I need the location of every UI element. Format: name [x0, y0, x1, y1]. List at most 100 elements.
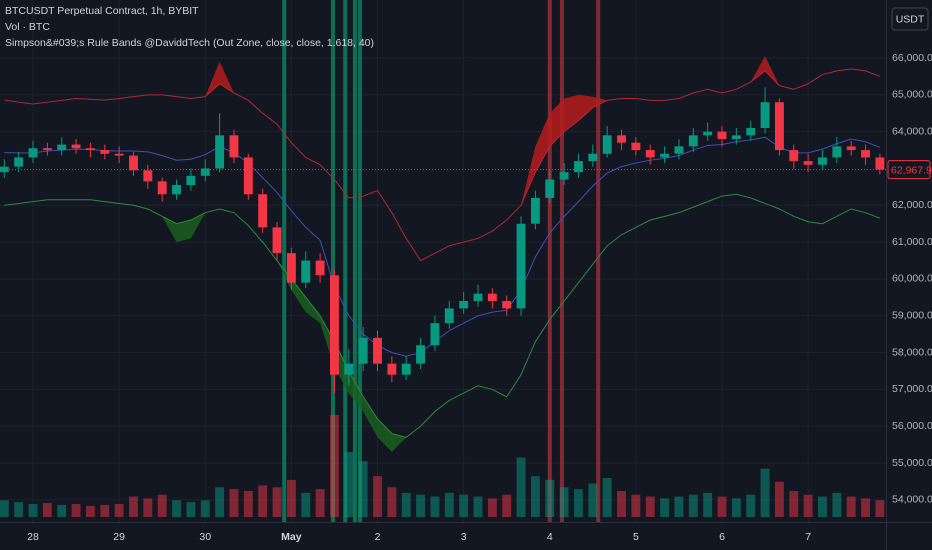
volume-bar	[674, 496, 684, 517]
candle-body	[186, 175, 196, 186]
candle-body	[487, 293, 497, 302]
candle-body	[157, 181, 167, 195]
x-tick-label: 6	[719, 531, 725, 543]
candle-body	[373, 337, 382, 364]
candle-body	[459, 301, 469, 309]
volume-bar	[272, 487, 282, 517]
candle-body	[545, 179, 555, 198]
basis-line	[4, 136, 881, 357]
candle-body	[789, 150, 799, 162]
volume-bar	[387, 487, 397, 517]
volume-bar	[416, 494, 426, 517]
candle-body	[631, 142, 641, 151]
volume-bar	[401, 492, 411, 517]
x-tick-label: 3	[461, 531, 467, 543]
volume-bar	[688, 494, 698, 517]
candle-body	[617, 135, 626, 143]
candle-body	[401, 363, 411, 375]
candle-body	[818, 157, 827, 165]
y-tick-label: 55,000.0	[892, 457, 932, 469]
volume-bar	[301, 492, 311, 517]
volume-bar	[760, 468, 770, 517]
volume-bar	[430, 496, 440, 517]
y-tick-label: 66,000.0	[892, 52, 932, 64]
candle-body	[416, 345, 426, 364]
volume-bar	[832, 492, 842, 517]
volume-bar	[746, 494, 756, 517]
y-tick-label: 61,000.0	[892, 236, 932, 248]
volume-bar	[588, 483, 598, 517]
candle-body	[760, 102, 770, 128]
candle-body	[645, 150, 655, 158]
volume-bar	[344, 452, 354, 517]
volume-bar	[487, 498, 497, 517]
y-tick-label: 59,000.0	[892, 310, 932, 322]
candle-body	[674, 146, 684, 154]
volume-bar	[502, 494, 512, 517]
volume-bar	[444, 492, 454, 517]
candle-body	[530, 197, 540, 224]
currency-label[interactable]: USDT	[896, 13, 925, 25]
currency-button[interactable]	[891, 7, 929, 31]
candle-body	[42, 148, 52, 151]
volume-bar	[645, 496, 655, 517]
volume-bar	[229, 489, 239, 517]
x-tick-label: 5	[633, 531, 639, 543]
candle-body	[57, 144, 67, 151]
candle-body	[301, 260, 311, 283]
volume-bar	[731, 498, 741, 517]
volume-bar	[660, 498, 670, 517]
time-axis	[0, 522, 886, 550]
y-tick-label: 64,000.0	[892, 125, 932, 137]
x-tick-label: 30	[199, 531, 211, 543]
y-tick-label: 58,000.0	[892, 346, 932, 358]
candle-body	[229, 135, 239, 158]
candle-body	[200, 168, 210, 176]
volume-bar	[85, 505, 95, 517]
y-tick-label: 60,000.0	[892, 273, 932, 285]
buy-signals	[357, 0, 362, 522]
last-price-label: 62,967.9	[891, 164, 932, 176]
candle-body	[473, 293, 483, 302]
x-tick-label: 2	[375, 531, 381, 543]
volume-bar	[574, 489, 583, 517]
volume-bar	[28, 504, 38, 517]
y-tick-label: 56,000.0	[892, 420, 932, 432]
candle-body	[85, 148, 95, 151]
candle-body	[258, 194, 268, 228]
volume-bar	[0, 500, 9, 517]
upper-zone	[521, 94, 608, 206]
volume-bar	[373, 476, 382, 517]
volume-bar	[559, 487, 569, 517]
candle-body	[717, 131, 727, 140]
volume-bar	[358, 461, 368, 517]
buy-signals	[352, 0, 357, 522]
candle-body	[832, 146, 842, 158]
candle-body	[731, 135, 741, 140]
buy-signals	[282, 0, 287, 522]
x-tick-label: May	[281, 531, 302, 543]
sell-signals	[559, 0, 564, 522]
candle-body	[861, 150, 870, 158]
candle-body	[846, 146, 856, 151]
volume-bar	[459, 494, 469, 517]
volume-bar	[71, 504, 81, 517]
candle-body	[172, 185, 182, 195]
volume-bar	[473, 496, 483, 517]
indicator-label: Simpson&#039;s Rule Bands @DaviddTech (O…	[5, 37, 374, 49]
upper-band-line	[4, 68, 881, 262]
candle-body	[71, 144, 81, 149]
y-tick-label: 54,000.0	[892, 494, 932, 506]
volume-bar	[703, 492, 713, 517]
volume-bar	[186, 502, 196, 517]
sell-signals	[547, 0, 552, 522]
candle-body	[574, 161, 583, 173]
volume-bar	[602, 478, 612, 517]
volume-bar	[818, 496, 827, 517]
candle-body	[329, 275, 339, 375]
y-tick-label: 65,000.0	[892, 89, 932, 101]
candle-body	[0, 166, 9, 173]
volume-bar	[329, 414, 339, 517]
